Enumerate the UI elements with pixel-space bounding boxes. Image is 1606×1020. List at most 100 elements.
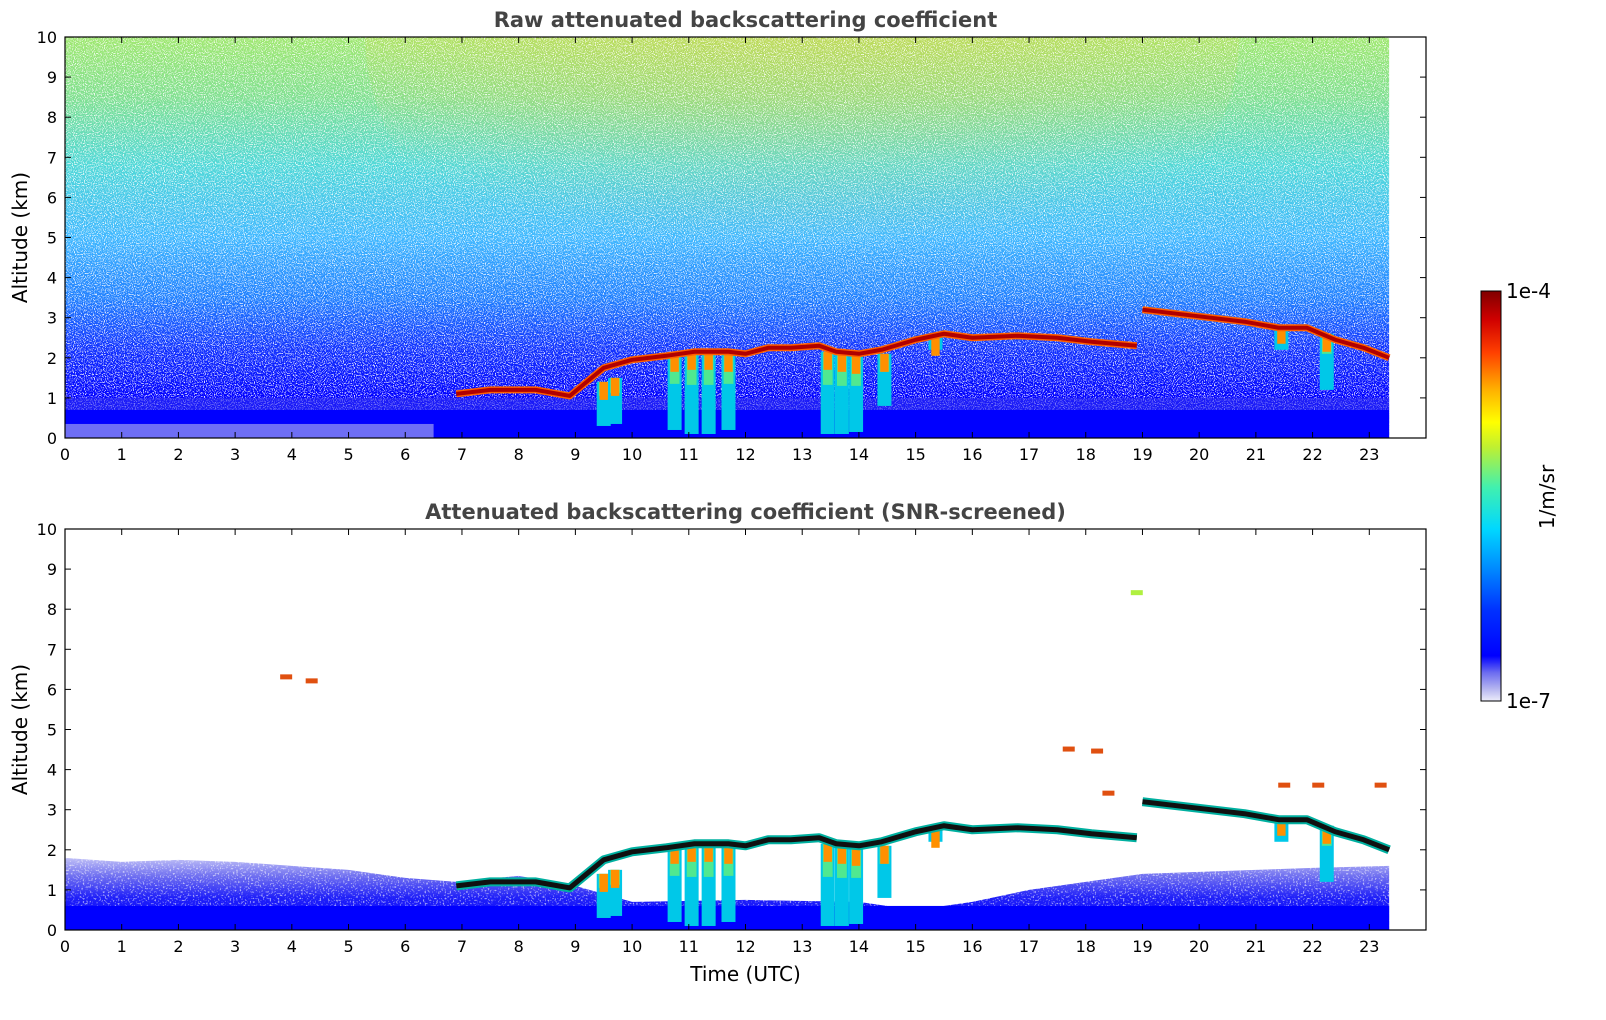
y-tick-label: 5	[47, 721, 57, 740]
isolated-feature	[1312, 782, 1325, 788]
x-tick-label: 5	[343, 445, 353, 464]
streak-top	[823, 351, 832, 370]
heatmap-area	[65, 590, 1391, 930]
y-tick-label: 2	[47, 841, 57, 860]
y-tick-label: 6	[47, 188, 57, 207]
x-tick-label: 13	[792, 937, 812, 956]
x-tick-label: 12	[735, 937, 755, 956]
y-axis-label: Altitude (km)	[8, 664, 32, 795]
streak-top	[931, 829, 940, 848]
x-tick-label: 19	[1132, 445, 1152, 464]
streak-top	[687, 351, 696, 370]
x-tick-label: 2	[173, 445, 183, 464]
y-tick-label: 8	[47, 600, 57, 619]
streak-top	[724, 353, 733, 372]
streak-top	[880, 845, 889, 864]
x-tick-label: 1	[117, 445, 127, 464]
x-tick-label: 0	[60, 937, 70, 956]
streak-top	[1277, 325, 1286, 344]
y-tick-label: 1	[47, 389, 57, 408]
isolated-feature	[1062, 746, 1075, 752]
y-tick-label: 3	[47, 801, 57, 820]
precipitation-streak	[849, 355, 864, 432]
precipitation-streak	[701, 843, 716, 926]
streak-top	[724, 845, 733, 864]
streak-top	[1322, 825, 1331, 844]
y-tick-label: 7	[47, 640, 57, 659]
x-tick-label: 17	[1019, 445, 1039, 464]
x-axis-label: Time (UTC)	[689, 962, 801, 986]
y-tick-label: 0	[47, 921, 57, 940]
x-tick-label: 3	[230, 445, 240, 464]
precipitation-streak	[596, 381, 611, 426]
x-tick-label: 2	[173, 937, 183, 956]
x-tick-label: 11	[679, 445, 699, 464]
colorbar-max-label: 1e-4	[1506, 279, 1551, 303]
precipitation-streak	[667, 845, 682, 922]
x-tick-label: 15	[905, 937, 925, 956]
x-tick-label: 23	[1359, 937, 1379, 956]
streak-top	[670, 353, 679, 372]
x-tick-label: 15	[905, 445, 925, 464]
precipitation-streak	[877, 353, 892, 406]
precipitation-streak	[1319, 825, 1334, 882]
precipitation-streak	[834, 845, 849, 926]
snr-screened-backscatter-panel: Attenuated backscattering coefficient (S…	[8, 500, 1427, 986]
streak-top	[670, 845, 679, 864]
heatmap-area	[65, 37, 1391, 438]
x-tick-label: 8	[514, 445, 524, 464]
y-tick-label: 1	[47, 881, 57, 900]
cloud-layer	[1142, 307, 1390, 360]
x-tick-label: 11	[679, 937, 699, 956]
x-tick-label: 10	[622, 445, 642, 464]
x-tick-label: 13	[792, 445, 812, 464]
streak-top	[851, 355, 861, 374]
isolated-feature	[1102, 790, 1115, 796]
colorbar-min-label: 1e-7	[1506, 689, 1551, 713]
y-tick-label: 9	[47, 68, 57, 87]
isolated-feature	[1091, 748, 1104, 754]
precipitation-streak	[684, 351, 699, 434]
streak-top	[687, 843, 696, 862]
y-tick-label: 7	[47, 148, 57, 167]
precipitation-streak	[834, 353, 849, 434]
y-tick-label: 10	[37, 520, 57, 539]
y-tick-label: 9	[47, 560, 57, 579]
precipitation-streak	[608, 869, 623, 916]
streak-top	[823, 843, 832, 862]
x-tick-label: 21	[1246, 445, 1266, 464]
streak-top	[880, 353, 889, 372]
streak-top	[704, 351, 713, 370]
precipitation-streak	[1319, 333, 1334, 390]
streak-top	[599, 381, 608, 400]
x-tick-label: 18	[1076, 937, 1096, 956]
streak-top	[851, 847, 861, 866]
cloud-layer	[456, 331, 1137, 398]
isolated-feature	[1130, 590, 1143, 596]
streak-top	[599, 873, 608, 892]
x-tick-label: 22	[1302, 445, 1322, 464]
x-tick-label: 8	[514, 937, 524, 956]
streak-top	[610, 869, 620, 888]
precipitation-streak	[820, 351, 835, 434]
x-tick-label: 19	[1132, 937, 1152, 956]
isolated-feature	[1278, 782, 1291, 788]
x-tick-label: 6	[400, 445, 410, 464]
x-tick-label: 17	[1019, 937, 1039, 956]
y-tick-label: 5	[47, 229, 57, 248]
x-tick-label: 18	[1076, 445, 1096, 464]
precipitation-streak	[608, 377, 623, 424]
cloud-layer-edge	[1141, 797, 1391, 854]
cloud-layer	[455, 823, 1138, 891]
precipitation-streak	[820, 843, 835, 926]
streak-top	[931, 337, 940, 356]
precipitation-streak	[928, 337, 943, 356]
x-tick-label: 22	[1302, 937, 1322, 956]
x-tick-label: 23	[1359, 445, 1379, 464]
precipitation-streak	[849, 847, 864, 924]
isolated-feature	[280, 674, 293, 680]
near-surface-layer	[65, 423, 434, 438]
y-tick-label: 3	[47, 309, 57, 328]
isolated-feature	[305, 678, 318, 684]
x-tick-label: 6	[400, 937, 410, 956]
